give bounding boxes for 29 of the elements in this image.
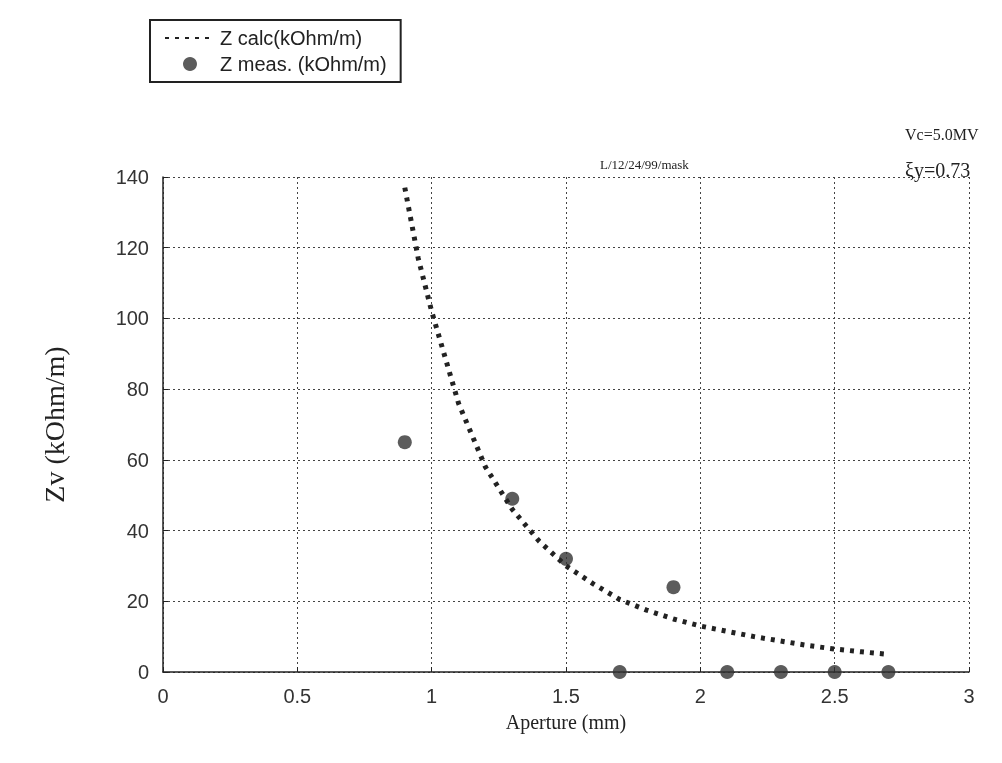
point — [827, 665, 842, 679]
x-tick-label: 2.5 — [820, 685, 849, 707]
text: Vc=5.0MV — [905, 125, 979, 143]
text: L/12/24/99/mask — [599, 157, 690, 172]
point — [666, 580, 681, 595]
point — [397, 435, 412, 450]
x-tick-label: 0.5 — [283, 685, 312, 707]
x-tick-label: 0 — [157, 685, 169, 707]
x-tick-label: 3 — [963, 685, 975, 707]
point — [612, 665, 627, 679]
y-tick-label: 100 — [115, 307, 149, 330]
point — [720, 665, 735, 679]
x-tick-label: 1 — [426, 685, 438, 707]
y-tick-label: 60 — [126, 448, 149, 471]
legend-label: Z meas. (kOhm/m) — [220, 53, 387, 75]
y-tick-label: 40 — [126, 519, 149, 542]
y-tick-label: 20 — [126, 590, 149, 613]
x-tick-label: 2 — [694, 685, 706, 707]
legend-label: Z calc(kOhm/m) — [220, 27, 363, 49]
y-tick-label: 0 — [137, 661, 149, 683]
x-tick-label: 1.5 — [552, 685, 580, 707]
y-tick-label: 80 — [126, 378, 149, 401]
x-axis-title: Aperture (mm) — [505, 711, 627, 734]
y-tick-label: 120 — [115, 236, 149, 259]
point — [881, 665, 896, 679]
point — [773, 665, 788, 679]
y-axis-title: Zv (kOhm/m) — [38, 346, 70, 503]
annotation: ξy=0.73 — [905, 159, 971, 182]
y-tick-label: 140 — [115, 166, 149, 188]
